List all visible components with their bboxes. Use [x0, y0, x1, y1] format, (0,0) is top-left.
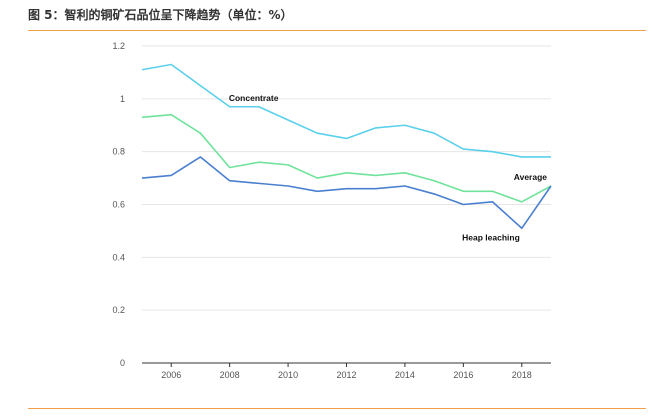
x-tick-label: 2012 [336, 370, 356, 380]
series-labels: Concentrate Average Heap leaching [229, 93, 547, 243]
y-tick-label: 0.4 [112, 252, 125, 262]
x-tick-label: 2018 [512, 370, 532, 380]
heap-leaching-label: Heap leaching [462, 232, 520, 242]
top-divider [28, 30, 646, 31]
x-tick-label: 2016 [453, 370, 473, 380]
x-tick-label: 2010 [278, 370, 298, 380]
concentrate-label: Concentrate [229, 93, 279, 103]
y-tick-label: 0.8 [112, 147, 125, 157]
x-tick-label: 2008 [220, 370, 240, 380]
x-tick-label: 2014 [395, 370, 415, 380]
concentrate-line [141, 63, 551, 158]
x-tick-label: 2006 [161, 370, 181, 380]
bottom-divider [28, 408, 646, 409]
axes: 0 0.2 0.4 0.6 0.8 1 1.2 2006 2008 2010 2012 2014 201… [112, 41, 551, 380]
y-tick-label: 0.6 [112, 200, 125, 210]
y-tick-label: 1 [120, 94, 125, 104]
average-line [141, 113, 552, 203]
gridlines [142, 45, 551, 311]
y-tick-label: 1.2 [112, 41, 125, 51]
heap-leaching-line [141, 156, 552, 230]
series-lines [141, 63, 552, 230]
y-tick-label: 0.2 [112, 305, 125, 315]
figure-title: 图 5：智利的铜矿石品位呈下降趋势（单位：%） [28, 8, 293, 22]
average-label: Average [514, 172, 548, 182]
y-tick-label: 0 [120, 358, 125, 368]
